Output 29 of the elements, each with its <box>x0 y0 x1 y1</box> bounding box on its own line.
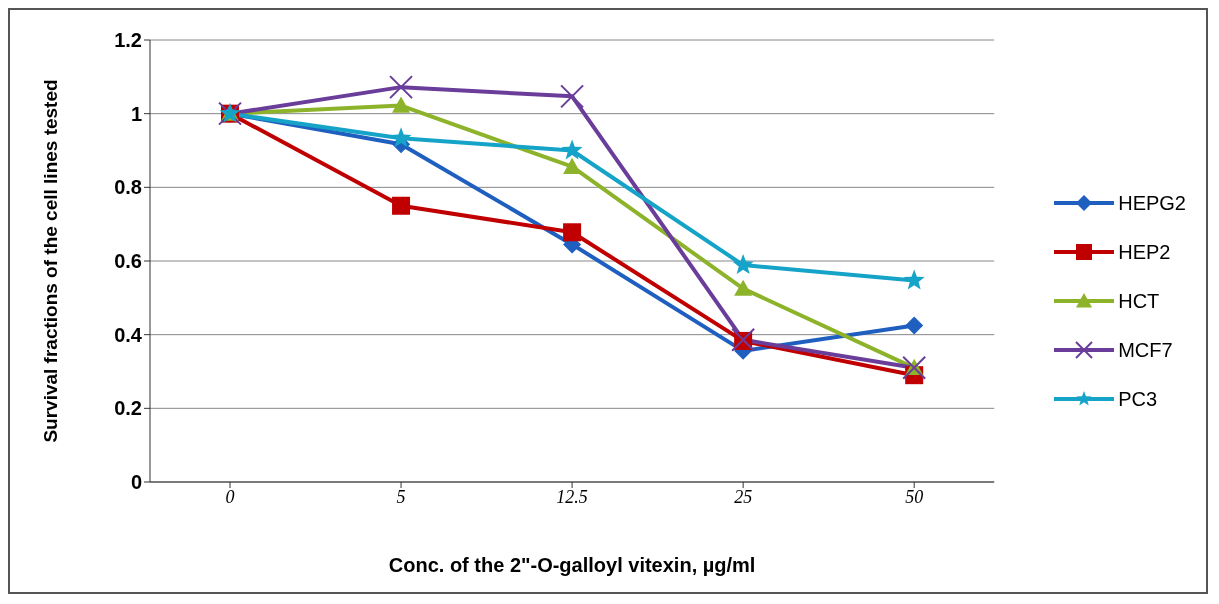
point <box>389 75 414 100</box>
legend-label: HEPG2 <box>1118 191 1186 215</box>
y-tick-label: 0.8 <box>114 176 142 199</box>
point <box>734 279 753 296</box>
y-tick-label: 1.2 <box>114 29 142 52</box>
legend-label: PC3 <box>1118 387 1158 411</box>
x-tick-label: 0 <box>225 486 235 507</box>
y-tick-label: 0.2 <box>114 397 142 420</box>
point <box>560 84 585 109</box>
legend-label: MCF7 <box>1118 338 1173 362</box>
point <box>563 223 582 242</box>
legend-label: HCT <box>1118 289 1160 313</box>
x-axis-title: Conc. of the 2"-O-galloyl vitexin, µg/ml <box>388 554 756 576</box>
x-tick-label: 25 <box>734 486 753 507</box>
point <box>392 96 411 113</box>
x-tick-label: 5 <box>396 486 406 507</box>
point <box>903 269 925 290</box>
y-axis-title: Survival fractions of the cell lines tested <box>39 79 61 443</box>
point <box>732 254 754 274</box>
y-tick-label: 0.6 <box>114 250 142 273</box>
point <box>392 196 411 215</box>
point <box>390 127 412 148</box>
y-tick-label: 0.4 <box>114 323 143 346</box>
point <box>905 316 924 335</box>
x-tick-label: 50 <box>905 486 924 507</box>
point <box>561 139 583 160</box>
y-tick-label: 1 <box>130 102 142 125</box>
x-tick-label: 12.5 <box>556 486 588 507</box>
legend-label: HEP2 <box>1118 240 1171 264</box>
